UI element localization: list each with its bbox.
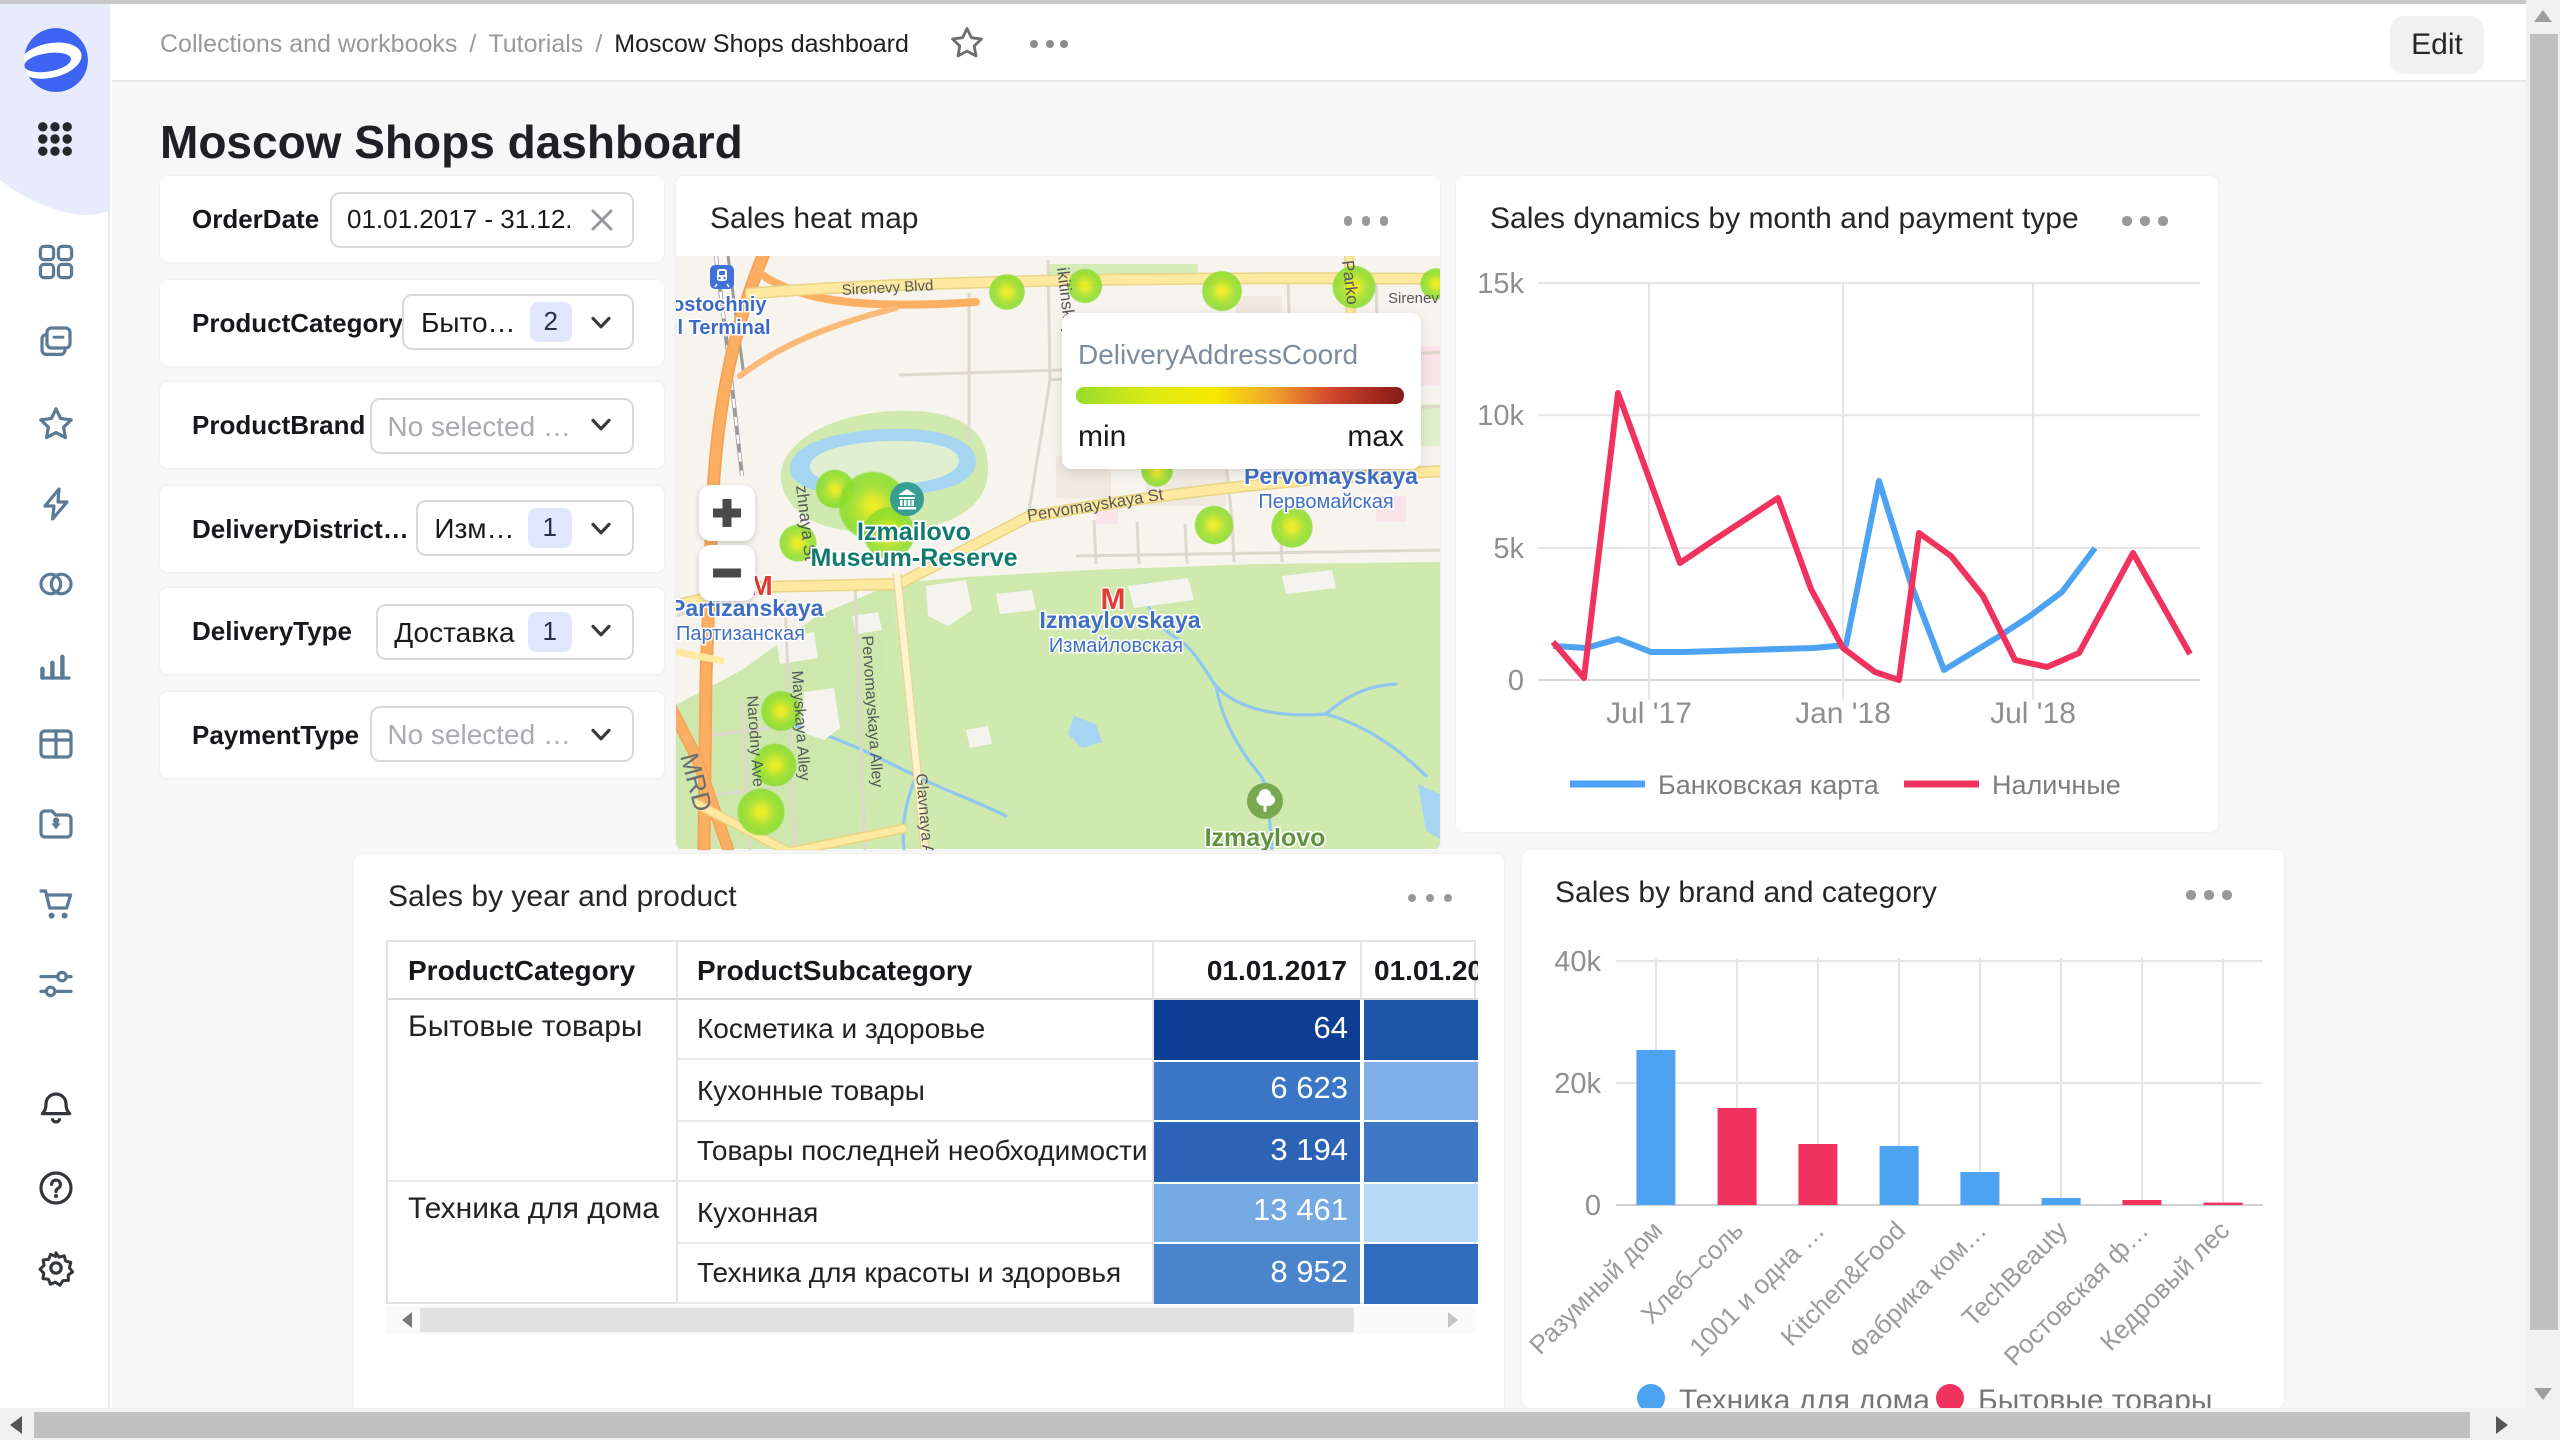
svg-text:Техника для дома: Техника для дома — [1678, 1384, 1929, 1408]
svg-text:Измайловская: Измайловская — [1049, 635, 1183, 657]
svg-text:0: 0 — [1584, 1190, 1600, 1222]
svg-text:Jan '18: Jan '18 — [1795, 697, 1891, 730]
svg-text:Jul '17: Jul '17 — [1606, 697, 1692, 730]
svg-text:Izmailovo: Izmailovo — [857, 518, 971, 546]
svg-text:min: min — [1078, 420, 1126, 453]
svg-text:Izmaylovskaya: Izmaylovskaya — [1039, 607, 1200, 633]
svg-text:Sirenevy Blvd: Sirenevy Blvd — [841, 277, 933, 299]
svg-text:Банковская карта: Банковская карта — [1658, 770, 1880, 800]
svg-text:il Terminal: il Terminal — [676, 317, 771, 339]
svg-text:0: 0 — [1508, 665, 1524, 697]
svg-text:Первомайская: Первомайская — [1258, 491, 1393, 513]
svg-text:Партизанская: Партизанская — [676, 623, 805, 645]
svg-text:Бытовые товары: Бытовые товары — [1977, 1384, 2211, 1408]
svg-text:5k: 5k — [1493, 533, 1524, 565]
svg-text:Разумный дом: Разумный дом — [1522, 1215, 1667, 1360]
svg-text:max: max — [1347, 420, 1404, 453]
svg-text:Фабрика ком…: Фабрика ком… — [1842, 1215, 1992, 1365]
svg-text:Narodny Ave: Narodny Ave — [743, 695, 766, 787]
svg-text:Museum-Reserve: Museum-Reserve — [810, 544, 1017, 572]
svg-text:ostochniy: ostochniy — [676, 294, 767, 316]
svg-text:DeliveryAddressCoord: DeliveryAddressCoord — [1078, 339, 1358, 370]
svg-text:15k: 15k — [1477, 268, 1524, 300]
svg-text:Jul '18: Jul '18 — [1990, 697, 2076, 730]
svg-text:Partizanskaya: Partizanskaya — [676, 595, 824, 621]
svg-text:Izmaylovo: Izmaylovo — [1205, 824, 1326, 849]
svg-text:10k: 10k — [1477, 400, 1524, 432]
svg-text:М: М — [1101, 583, 1126, 616]
svg-text:Sirenev: Sirenev — [1388, 290, 1439, 307]
svg-text:40k: 40k — [1553, 946, 1600, 978]
svg-text:20k: 20k — [1553, 1068, 1600, 1100]
svg-text:Ростовская ф…: Ростовская ф… — [1997, 1215, 2154, 1372]
svg-text:М: М — [749, 570, 772, 601]
svg-text:Наличные: Наличные — [1992, 770, 2121, 800]
